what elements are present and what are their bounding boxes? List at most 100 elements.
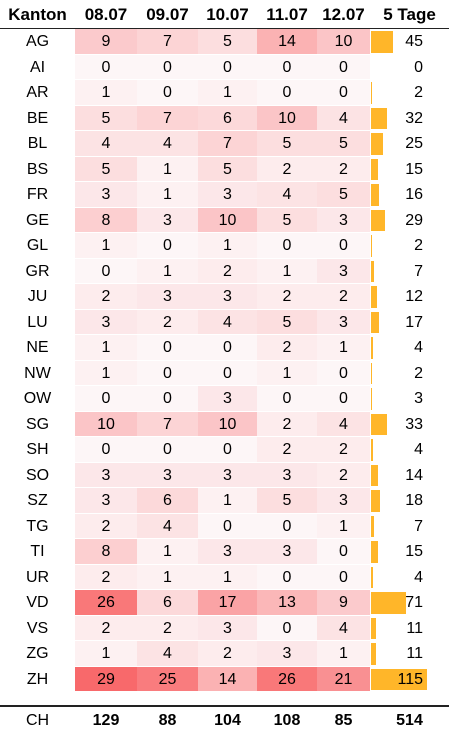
table-row: AR 1 0 1 0 0 2: [0, 80, 449, 106]
value-cell: 10: [257, 105, 317, 131]
value-cell: 3: [198, 615, 257, 641]
value-cell: 5: [257, 207, 317, 233]
total-bar: [371, 464, 378, 486]
canton-label: OW: [23, 390, 52, 407]
value-cell: 5: [257, 488, 317, 514]
value-cell: 10: [75, 411, 137, 437]
canton-label: JU: [27, 288, 48, 305]
header-total: 5 Tage: [370, 0, 449, 29]
value-cell: 2: [257, 411, 317, 437]
total-value: 15: [405, 160, 423, 178]
value-cell: 1: [198, 233, 257, 259]
total-cell: 45: [370, 29, 449, 55]
table-row: UR 2 1 1 0 0 4: [0, 564, 449, 591]
value-cell: 3: [198, 284, 257, 310]
value-cell: 0: [137, 386, 198, 412]
total-cell: 33: [370, 412, 449, 438]
value-cell: 21: [317, 666, 370, 692]
value-cell: 8: [75, 539, 137, 565]
total-value: 32: [405, 109, 423, 127]
total-cell: 4: [370, 335, 449, 361]
total-cell: 115: [370, 667, 449, 693]
value-cell: 0: [317, 564, 370, 590]
value-cell: 4: [257, 182, 317, 208]
table-row: SH 0 0 0 2 2 4: [0, 437, 449, 463]
value-cell: 1: [257, 360, 317, 386]
total-cell: 2: [370, 80, 449, 106]
table-row: SO 3 3 3 3 2 14: [0, 462, 449, 488]
total-bar: [371, 133, 383, 155]
canton-label: GR: [25, 262, 50, 280]
value-cell: 3: [257, 539, 317, 565]
value-cell: 1: [137, 156, 198, 182]
value-cell: 1: [75, 80, 137, 106]
total-bar: [371, 413, 387, 435]
value-cell: 2: [137, 309, 198, 335]
value-cell: 2: [257, 437, 317, 463]
canton-label: BE: [26, 109, 49, 127]
value-cell: 4: [317, 615, 370, 641]
value-cell: 6: [137, 488, 198, 514]
value-cell: 3: [75, 309, 137, 335]
canton-label: ZG: [26, 645, 49, 662]
total-bar: [371, 617, 376, 639]
table-row: NW 1 0 0 1 0 2: [0, 360, 449, 386]
header-canton: Kanton: [0, 0, 75, 29]
value-cell: 2: [198, 258, 257, 284]
value-cell: 2: [75, 513, 137, 539]
value-cell: 3: [317, 309, 370, 335]
total-value: 18: [405, 492, 423, 509]
header-day: 11.07: [257, 0, 317, 29]
summary-label: CH: [25, 712, 50, 729]
table-row: GL 1 0 1 0 0 2: [0, 233, 449, 259]
value-cell: 0: [257, 513, 317, 539]
value-cell: 3: [198, 182, 257, 208]
value-cell: 0: [198, 54, 257, 80]
canton-label: SZ: [27, 492, 48, 509]
total-bar: [371, 82, 372, 104]
value-cell: 1: [198, 564, 257, 590]
table-row: AI 0 0 0 0 0 0: [0, 54, 449, 80]
table-row: FR 3 1 3 4 5 16: [0, 182, 449, 208]
total-bar: [371, 515, 374, 537]
total-value: 45: [405, 33, 423, 50]
table-row: VS 2 2 3 0 4 11: [0, 615, 449, 641]
value-cell: 0: [137, 335, 198, 361]
summary-row: CH 129 88 104 108 85 514: [0, 707, 449, 735]
canton-label: SH: [26, 441, 49, 458]
table-row: AG 9 7 5 14 10 45: [0, 29, 449, 55]
canton-label: TG: [26, 517, 49, 535]
total-value: 33: [405, 415, 423, 433]
canton-label: AG: [25, 33, 50, 50]
total-cell: 4: [370, 437, 449, 463]
value-cell: 3: [198, 462, 257, 488]
total-bar: [371, 668, 427, 690]
total-value: 4: [414, 568, 423, 586]
summary-value: 88: [158, 712, 177, 729]
canton-label: GL: [26, 237, 49, 254]
table-row: SG 10 7 10 2 4 33: [0, 411, 449, 438]
value-cell: 0: [257, 80, 317, 106]
canton-label: ZH: [26, 670, 49, 688]
table-row: JU 2 3 3 2 2 12: [0, 284, 449, 310]
total-value: 7: [414, 262, 423, 280]
total-value: 12: [405, 288, 423, 305]
value-cell: 0: [198, 335, 257, 361]
value-cell: 2: [75, 284, 137, 310]
total-cell: 4: [370, 565, 449, 591]
value-cell: 3: [317, 258, 370, 284]
value-cell: 26: [75, 590, 137, 616]
total-bar: [371, 388, 372, 410]
total-value: 15: [405, 543, 423, 560]
value-cell: 0: [198, 437, 257, 463]
value-cell: 3: [317, 488, 370, 514]
header-day: 08.07: [75, 0, 137, 29]
total-value: 4: [414, 339, 423, 356]
total-value: 2: [414, 364, 423, 382]
total-bar: [371, 107, 387, 129]
value-cell: 1: [317, 641, 370, 667]
value-cell: 5: [257, 309, 317, 335]
total-value: 25: [405, 135, 423, 152]
value-cell: 0: [317, 54, 370, 80]
